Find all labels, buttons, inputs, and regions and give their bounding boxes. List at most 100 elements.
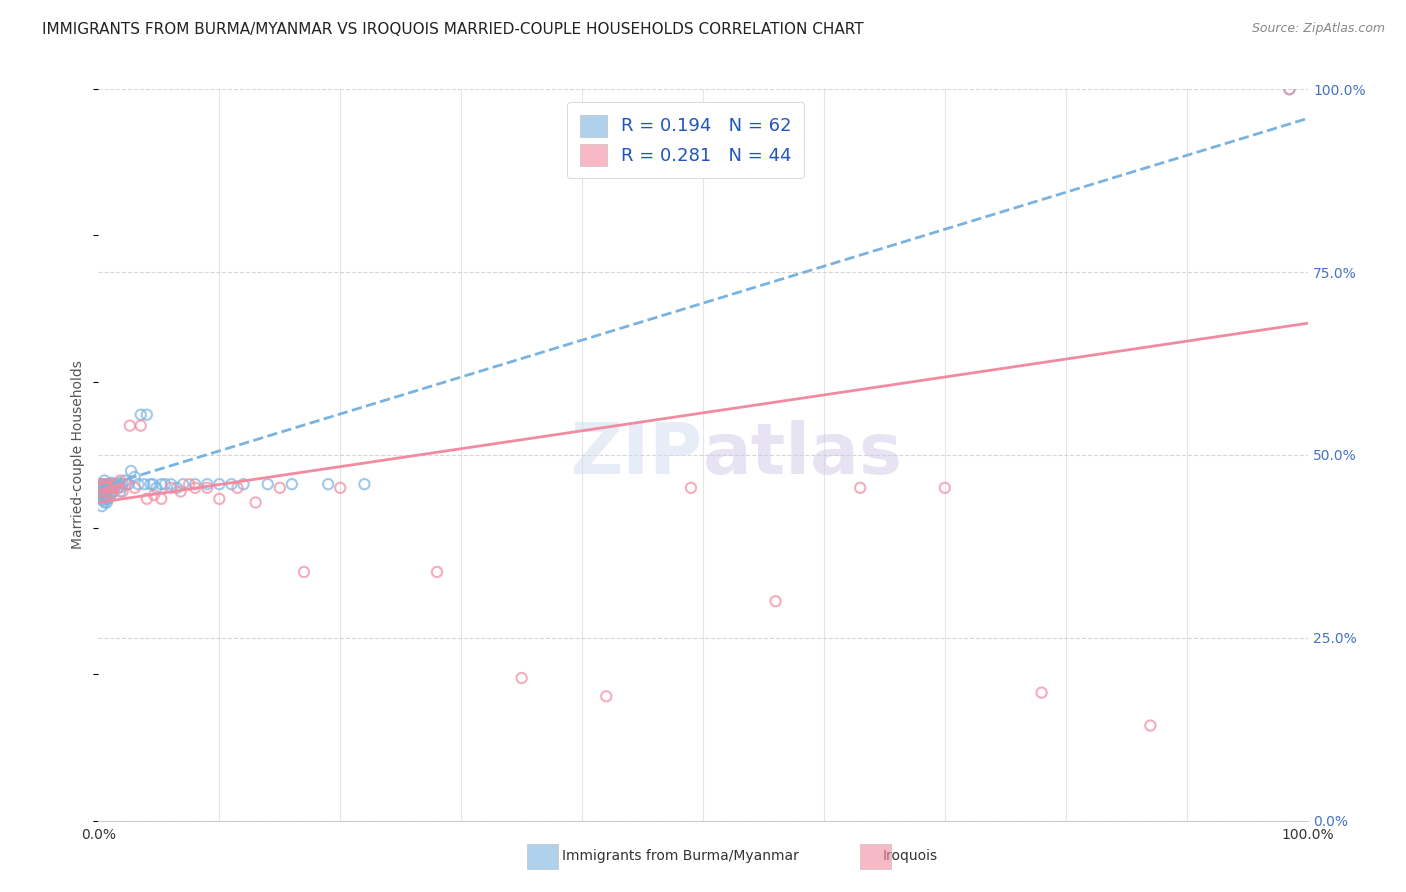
Point [129, 408, 152, 422]
Point [107, 481, 129, 495]
Point [96, 486, 118, 500]
Point [96, 478, 118, 492]
Point [111, 484, 134, 499]
Point [107, 481, 129, 495]
Point [90, 477, 112, 491]
Point [104, 478, 127, 492]
Point [94, 477, 117, 491]
Point [96, 486, 118, 500]
Point [160, 477, 183, 491]
Point [91, 478, 114, 492]
Point [108, 474, 131, 488]
Point [104, 477, 127, 491]
Point [849, 481, 872, 495]
Point [90, 484, 112, 499]
Point [426, 565, 449, 579]
Point [256, 477, 278, 491]
Point [510, 671, 533, 685]
Point [1031, 686, 1053, 700]
Point [93, 481, 115, 495]
Point [208, 477, 231, 491]
Y-axis label: Married-couple Households: Married-couple Households [72, 360, 86, 549]
Point [91, 484, 114, 499]
Point [139, 477, 162, 491]
Point [94, 477, 117, 491]
Point [93, 474, 115, 488]
Point [150, 491, 173, 506]
Point [129, 418, 152, 433]
Point [97, 491, 120, 506]
Point [765, 594, 787, 608]
Point [118, 418, 141, 433]
Point [150, 477, 173, 491]
Point [134, 477, 156, 491]
Point [108, 475, 131, 490]
Point [97, 477, 120, 491]
Point [111, 477, 134, 491]
Point [91, 481, 114, 495]
Point [100, 481, 122, 495]
Point [1278, 82, 1301, 96]
Point [226, 481, 249, 495]
Point [97, 481, 120, 495]
Point [1139, 718, 1161, 732]
Point [143, 488, 166, 502]
Text: atlas: atlas [703, 420, 903, 490]
Point [98, 491, 121, 505]
Point [166, 481, 188, 495]
Point [195, 481, 218, 495]
Text: Immigrants from Burma/Myanmar: Immigrants from Burma/Myanmar [562, 849, 799, 863]
Point [100, 475, 122, 490]
Point [135, 408, 157, 422]
Point [329, 481, 352, 495]
Point [110, 480, 132, 494]
Point [172, 477, 194, 491]
Point [169, 484, 191, 499]
Point [142, 477, 165, 491]
Point [934, 481, 956, 495]
Point [94, 491, 117, 506]
Text: ZIP: ZIP [571, 420, 703, 490]
Text: Iroquois: Iroquois [883, 849, 938, 863]
Point [90, 477, 112, 491]
Point [208, 491, 231, 506]
Point [120, 464, 142, 478]
Point [91, 488, 114, 502]
Point [98, 481, 121, 495]
Point [101, 481, 124, 495]
Point [245, 495, 267, 509]
Point [91, 493, 114, 508]
Point [124, 470, 146, 484]
Point [91, 477, 114, 491]
Point [353, 477, 375, 491]
Point [184, 477, 207, 491]
Point [105, 477, 128, 491]
Point [98, 477, 121, 491]
Point [100, 486, 122, 500]
Point [103, 481, 125, 495]
Point [316, 477, 339, 491]
Point [114, 474, 136, 488]
Point [1278, 82, 1301, 96]
Point [595, 690, 617, 704]
Point [281, 477, 304, 491]
Point [145, 481, 167, 495]
Point [160, 481, 183, 495]
Point [93, 495, 115, 509]
Point [232, 477, 254, 491]
Point [93, 481, 115, 495]
Text: Source: ZipAtlas.com: Source: ZipAtlas.com [1251, 22, 1385, 36]
Point [91, 486, 114, 500]
Point [100, 486, 122, 500]
Point [93, 488, 115, 502]
Point [89, 481, 111, 495]
Point [153, 477, 176, 491]
Point [108, 484, 131, 499]
Point [195, 477, 218, 491]
Point [91, 499, 114, 513]
Point [94, 484, 117, 499]
Point [221, 477, 243, 491]
Point [269, 481, 291, 495]
Point [100, 477, 122, 491]
Point [184, 481, 207, 495]
